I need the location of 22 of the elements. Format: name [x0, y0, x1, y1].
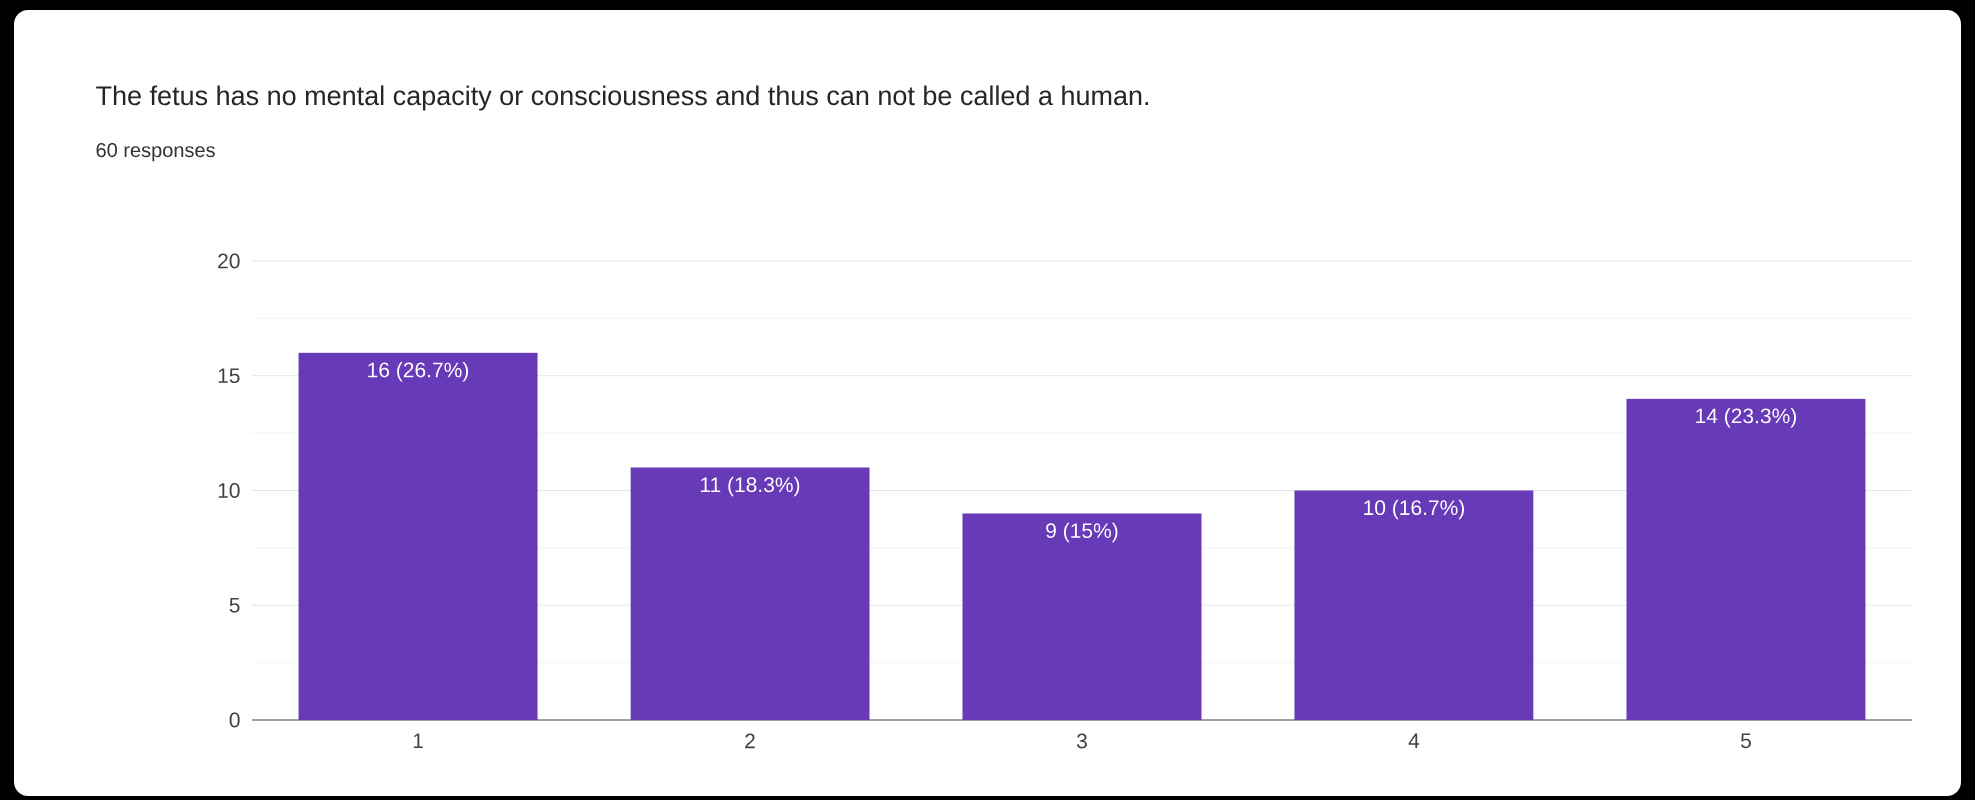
- data-label: 16 (26.7%): [368, 361, 469, 382]
- bar: [1294, 490, 1534, 720]
- y-tick-label: 5: [229, 597, 240, 613]
- data-label: 11 (18.3%): [701, 476, 800, 497]
- x-tick-label: 2: [745, 733, 755, 749]
- data-label: 10 (16.7%): [1364, 499, 1464, 520]
- y-tick-label: 15: [218, 368, 240, 384]
- bar: [962, 513, 1202, 720]
- data-label: 14 (23.3%): [1696, 407, 1796, 428]
- bar: [630, 467, 870, 720]
- y-tick-label: 0: [229, 712, 240, 728]
- x-tick-label: 1: [413, 733, 423, 748]
- x-tick-label: 4: [1408, 733, 1420, 748]
- bar: [298, 352, 538, 720]
- y-tick-label: 10: [218, 483, 240, 498]
- y-tick-label: 20: [218, 253, 240, 269]
- bar: [1626, 398, 1866, 720]
- x-tick-label: 3: [1076, 733, 1087, 749]
- chart-subtitle: 60 responses: [96, 143, 215, 162]
- chart-title: The fetus has no mental capacity or consciousness and thus can not be called a human.: [96, 85, 1149, 111]
- x-tick-label: 5: [1740, 733, 1751, 749]
- data-label: 9 (15%): [1046, 522, 1118, 543]
